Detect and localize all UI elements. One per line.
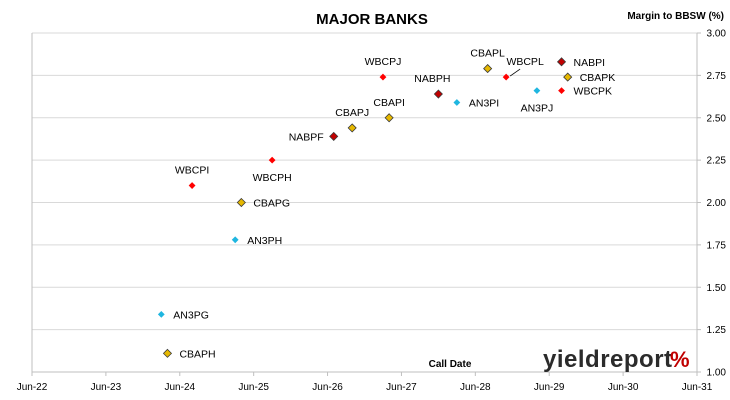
y-tick-label: 1.75 <box>707 240 727 251</box>
x-tick-label: Jun-28 <box>460 382 491 393</box>
point-label-an3ph: AN3PH <box>247 235 282 247</box>
data-point-an3pg <box>157 310 165 318</box>
y-tick-label: 1.25 <box>707 325 727 336</box>
y-tick-label: 2.75 <box>707 71 727 82</box>
data-point-cbapg <box>236 197 246 208</box>
point-label-cbapi: CBAPI <box>373 97 405 109</box>
point-label-nabpi: NABPI <box>574 57 606 69</box>
point-label-wbcpk: WBCPK <box>574 86 613 98</box>
data-point-cbapk <box>563 72 573 82</box>
y-tick-label: 2.00 <box>707 198 727 209</box>
data-point-wbcpl <box>502 73 510 81</box>
y-tick-label: 2.25 <box>707 156 727 167</box>
point-labels: CBAPH AN3PG AN3PH CBAPG WBCPI WBCPH NABPF CBAPJ… <box>173 48 615 361</box>
data-point-an3pi <box>453 99 461 106</box>
data-point-cbaph <box>162 348 173 358</box>
point-label-cbapg: CBAPG <box>253 198 290 210</box>
axes: 1.00 1.25 1.50 1.75 2.00 2.25 2.50 2.75 3.00 Jun-… <box>17 29 727 394</box>
point-label-an3pj: AN3PJ <box>521 103 554 115</box>
x-axis-title: Call Date <box>429 359 472 370</box>
point-label-cbaph: CBAPH <box>179 348 215 360</box>
y-tick-label: 1.50 <box>707 283 727 294</box>
point-label-wbcph: WBCPH <box>253 172 292 184</box>
point-label-an3pi: AN3PI <box>469 97 499 109</box>
point-label-nabpf: NABPF <box>289 131 324 143</box>
point-label-nabph: NABPH <box>414 73 450 85</box>
point-label-cbapl: CBAPL <box>470 48 505 60</box>
data-point-wbcpk <box>558 87 565 95</box>
point-label-cbapj: CBAPJ <box>335 107 369 119</box>
data-point-nabph <box>433 89 443 99</box>
y-tick-label: 1.00 <box>707 368 727 379</box>
data-point-wbcpi <box>188 182 196 189</box>
point-label-wbcpj: WBCPJ <box>365 56 402 68</box>
data-point-wbcph <box>268 156 276 164</box>
logo-text: yieldreport <box>543 346 673 373</box>
x-tick-label: Jun-31 <box>682 382 713 393</box>
x-tick-label: Jun-30 <box>608 382 639 393</box>
x-tick-label: Jun-29 <box>534 382 565 393</box>
y-tick-label: 2.50 <box>707 113 727 124</box>
y-tick-label: 3.00 <box>707 29 727 40</box>
point-label-wbcpl: WBCPL <box>506 56 544 68</box>
data-point-nabpi <box>556 57 567 67</box>
x-tick-label: Jun-24 <box>164 382 195 393</box>
data-point-cbapl <box>483 64 493 74</box>
yieldreport-logo: yieldreport % <box>543 346 690 373</box>
data-point-cbapj <box>347 123 357 133</box>
x-tick-label: Jun-25 <box>238 382 269 393</box>
data-points <box>157 57 573 358</box>
chart-title: MAJOR BANKS <box>316 11 428 28</box>
leader-lines <box>509 68 521 77</box>
data-point-nabpf <box>329 131 339 141</box>
point-label-wbcpi: WBCPI <box>175 165 209 177</box>
y-axis-title: Margin to BBSW (%) <box>627 11 724 22</box>
data-point-wbcpj <box>379 73 387 81</box>
data-point-cbapi <box>384 113 394 123</box>
leader-line-wbcpl <box>509 68 521 77</box>
x-tick-label: Jun-27 <box>386 382 417 393</box>
data-point-an3pj <box>533 87 541 95</box>
point-label-an3pg: AN3PG <box>173 309 209 321</box>
point-label-cbapk: CBAPK <box>580 72 616 84</box>
x-tick-label: Jun-26 <box>312 382 343 393</box>
x-tick-label: Jun-22 <box>17 382 48 393</box>
gridlines <box>32 32 697 331</box>
logo-percent-icon: % <box>670 347 690 372</box>
x-tick-label: Jun-23 <box>91 382 122 393</box>
data-point-an3ph <box>231 236 239 244</box>
